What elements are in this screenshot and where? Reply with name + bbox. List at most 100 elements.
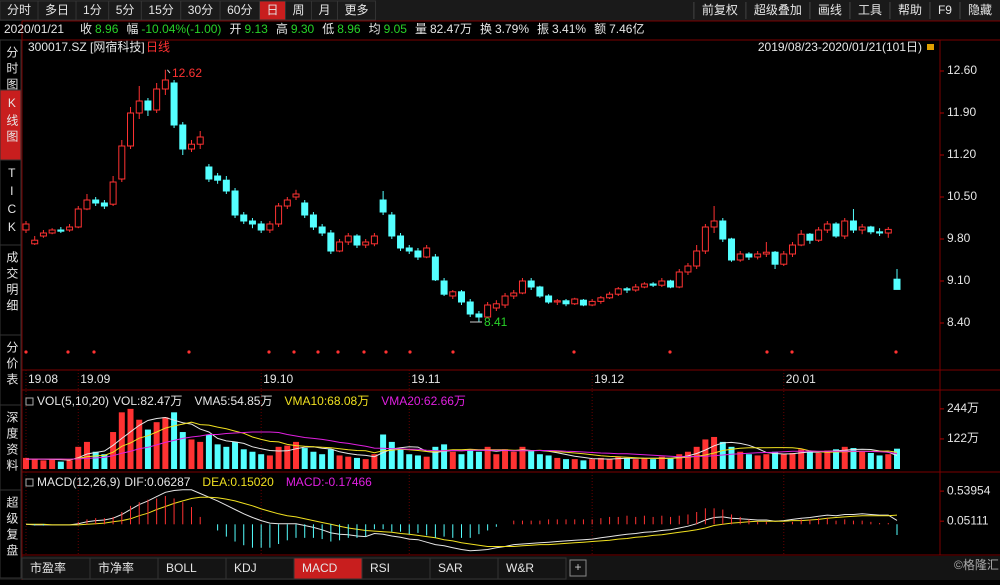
- toolbar-tab[interactable]: 5分: [116, 3, 135, 17]
- volume-bar: [658, 456, 665, 469]
- candle-body: [22, 223, 30, 231]
- candle-body: [57, 229, 65, 232]
- bottom-tab[interactable]: 市净率: [98, 560, 134, 575]
- volume-bar: [380, 434, 387, 469]
- candle-body: [266, 223, 274, 231]
- candle-body: [170, 82, 178, 126]
- volume-bar: [101, 454, 108, 469]
- toolbar-tab[interactable]: 多日: [45, 3, 69, 17]
- toolbar-tab[interactable]: 日: [266, 3, 278, 17]
- bottom-tab-bg[interactable]: [497, 557, 567, 580]
- candle-body: [475, 313, 483, 318]
- toolbar-button[interactable]: 画线: [818, 3, 842, 17]
- candle-body: [292, 193, 300, 198]
- candle-body: [754, 253, 762, 258]
- candle-body: [510, 292, 518, 297]
- add-tab[interactable]: +: [574, 560, 581, 574]
- candle-body: [440, 280, 448, 295]
- volume-bar: [188, 439, 195, 469]
- toolbar-button[interactable]: 工具: [858, 3, 882, 17]
- candle-body: [745, 253, 753, 258]
- volume-bar: [693, 446, 700, 469]
- sidebar-tab[interactable]: TICK: [5, 166, 19, 238]
- x-tick-label: 19.12: [594, 372, 624, 386]
- add-tab-bg[interactable]: [569, 559, 587, 577]
- candle-body: [701, 226, 709, 252]
- candle-body: [736, 253, 744, 261]
- sidebar-tab[interactable]: 深度资料: [5, 411, 19, 475]
- volume-bar: [772, 451, 779, 469]
- candle-body: [545, 295, 553, 303]
- toolbar-button[interactable]: 超级叠加: [754, 2, 802, 17]
- volume-bar: [571, 459, 578, 469]
- candle-body: [405, 247, 413, 252]
- lock-icon: [927, 44, 934, 50]
- sidebar-tab[interactable]: 分价表: [5, 341, 19, 389]
- sidebar-tab[interactable]: 成交明细: [5, 251, 19, 315]
- sidebar-tab[interactable]: 分时图: [5, 46, 19, 94]
- volume-bar: [833, 449, 840, 469]
- toolbar-tab[interactable]: 周: [293, 3, 305, 17]
- volume-bar: [510, 451, 517, 469]
- toolbar-tab[interactable]: 月: [319, 3, 331, 17]
- bottom-tab[interactable]: W&R: [506, 561, 534, 575]
- toolbar-button[interactable]: F9: [938, 3, 952, 17]
- volume-bar: [310, 451, 317, 469]
- toolbar-tab[interactable]: 更多: [345, 3, 369, 17]
- toolbar-button[interactable]: 隐藏: [968, 3, 992, 17]
- quote-label: 幅: [126, 21, 138, 36]
- volume-bar: [475, 451, 482, 469]
- toolbar-button[interactable]: 帮助: [898, 3, 922, 17]
- x-tick-label: 19.09: [80, 372, 110, 386]
- candle-body: [31, 239, 39, 245]
- toolbar-button[interactable]: 前复权: [702, 2, 738, 17]
- volume-bar: [83, 441, 90, 469]
- candle-body: [222, 179, 230, 192]
- toolbar-tab[interactable]: 1分: [83, 3, 102, 17]
- candle-body: [388, 214, 396, 237]
- event-marker: [24, 350, 28, 354]
- quote-value: 9.30: [291, 22, 315, 36]
- candle-body: [118, 145, 126, 180]
- toolbar-tab[interactable]: 60分: [227, 3, 252, 17]
- volume-bar: [554, 457, 561, 469]
- toolbar-tab[interactable]: 分时: [7, 3, 31, 17]
- volume-bar: [676, 454, 683, 469]
- sidebar-tab[interactable]: 超级复盘: [5, 495, 19, 560]
- volume-bar: [293, 441, 300, 469]
- indicator-line: [26, 421, 898, 461]
- volume-bar: [441, 444, 448, 469]
- candle-body: [336, 241, 344, 252]
- candle-body: [841, 220, 849, 237]
- sidebar-tab-bg[interactable]: [0, 489, 22, 579]
- candle-body: [153, 88, 161, 111]
- quote-label: 换: [480, 22, 492, 36]
- volume-bar: [867, 452, 874, 469]
- volume-bar: [258, 454, 265, 469]
- indicator-line: [26, 431, 898, 460]
- volume-bar: [223, 446, 230, 469]
- candle-body: [344, 235, 352, 243]
- credit: ©格隆汇: [954, 557, 999, 572]
- volume-bar: [623, 457, 630, 469]
- bottom-tab[interactable]: SAR: [438, 561, 463, 575]
- candle-body: [579, 299, 587, 306]
- candle-body: [527, 280, 535, 288]
- sidebar-tab[interactable]: K线图: [5, 96, 19, 146]
- toolbar-tab[interactable]: 15分: [148, 3, 173, 17]
- bottom-tab[interactable]: RSI: [370, 561, 390, 575]
- panel-icon: [25, 478, 34, 487]
- bottom-tab[interactable]: KDJ: [234, 561, 257, 575]
- candle-body: [309, 214, 317, 228]
- bottom-tab[interactable]: BOLL: [166, 561, 197, 575]
- candle-body: [187, 143, 195, 150]
- tab-bg[interactable]: [337, 0, 377, 21]
- volume-bar: [885, 454, 892, 469]
- toolbar-tab[interactable]: 30分: [188, 3, 213, 17]
- volume-bar: [449, 451, 456, 469]
- volume-bar: [127, 408, 134, 469]
- bottom-tab[interactable]: 市盈率: [30, 560, 66, 575]
- candle-body: [231, 190, 239, 216]
- bottom-tab[interactable]: MACD: [302, 561, 338, 575]
- event-marker: [336, 350, 340, 354]
